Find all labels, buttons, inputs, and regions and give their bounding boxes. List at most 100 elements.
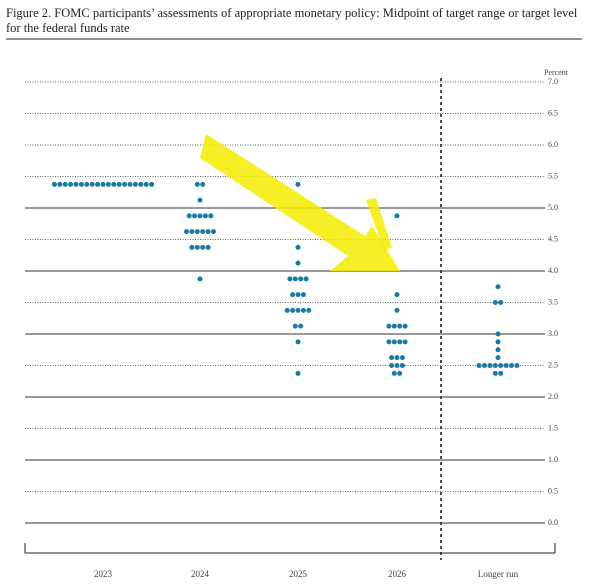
dot <box>495 284 501 290</box>
dot <box>295 307 301 313</box>
dot <box>73 181 79 187</box>
dot <box>197 197 203 203</box>
dot <box>503 363 509 368</box>
dot <box>487 363 493 368</box>
dot <box>284 307 290 313</box>
dot <box>292 323 298 329</box>
dot <box>138 181 144 187</box>
y-tick-label: 1.0 <box>548 455 558 464</box>
dot <box>200 229 206 235</box>
dot <box>200 244 206 250</box>
x-tick-label: 2025 <box>289 569 308 579</box>
dot <box>51 181 57 187</box>
y-tick-label: 6.0 <box>548 140 558 149</box>
dot <box>68 181 74 187</box>
dot <box>200 181 206 187</box>
y-tick-label: 7.0 <box>548 77 558 86</box>
y-tick-label: 6.5 <box>548 108 558 117</box>
dot <box>386 323 392 329</box>
dot <box>295 244 301 250</box>
dot <box>394 363 400 368</box>
y-tick-label: 4.5 <box>548 234 558 243</box>
y-tick-label: 2.5 <box>548 360 558 369</box>
highlight-arrow <box>200 134 400 271</box>
dot <box>197 213 203 219</box>
dot <box>205 244 211 250</box>
dot <box>476 363 482 368</box>
y-tick-label: 4.0 <box>548 266 558 275</box>
dot <box>194 181 200 187</box>
dot <box>84 181 90 187</box>
x-tick-label: 2026 <box>388 569 407 579</box>
dot <box>295 292 301 298</box>
dot <box>492 300 498 305</box>
dot <box>127 181 133 187</box>
dot <box>394 213 400 219</box>
dot <box>389 355 395 361</box>
dot <box>194 229 200 235</box>
dot <box>495 355 501 361</box>
dot <box>149 181 155 187</box>
dot <box>189 244 195 250</box>
dot <box>100 181 106 187</box>
dot <box>397 323 403 329</box>
dot <box>295 181 301 187</box>
dot <box>290 307 296 313</box>
dot <box>498 363 504 368</box>
y-tick-label: 0.0 <box>548 518 558 527</box>
dot <box>397 339 403 345</box>
dot <box>295 339 301 345</box>
dot <box>184 229 189 235</box>
y-tick-label: 1.5 <box>548 423 558 432</box>
dot <box>394 307 400 313</box>
dot <box>192 213 198 219</box>
dot <box>111 181 117 187</box>
dot <box>386 339 392 345</box>
dot <box>298 276 304 282</box>
dot <box>116 181 122 187</box>
dot <box>202 213 208 219</box>
dot <box>143 181 149 187</box>
dot <box>394 355 400 361</box>
dot <box>300 307 306 313</box>
dot <box>290 292 296 298</box>
dot <box>89 181 95 187</box>
dot <box>498 300 504 305</box>
dot <box>122 181 128 187</box>
y-tick-label: 2.0 <box>548 392 558 401</box>
dot <box>498 370 504 376</box>
dot <box>205 229 211 235</box>
y-tick-label: 0.5 <box>548 486 558 495</box>
dot <box>189 229 195 235</box>
dot <box>402 339 408 345</box>
y-axis-label: Percent <box>544 68 569 77</box>
dot <box>295 370 301 376</box>
dot <box>287 276 293 282</box>
dot <box>197 276 203 282</box>
dot <box>492 370 498 376</box>
dot <box>292 276 298 282</box>
dot <box>208 213 214 219</box>
dot <box>211 229 216 235</box>
dot <box>105 181 111 187</box>
x-tick-label: 2024 <box>191 569 210 579</box>
dot <box>399 363 405 368</box>
dot <box>482 363 487 368</box>
dot <box>394 292 400 298</box>
plot: 0.0 0.5 1.0 1.5 2.0 2.5 3.0 3.5 4.0 4.5 5.0 5.5 6.0 6… <box>25 77 558 579</box>
dot <box>514 363 520 368</box>
dot <box>62 181 68 187</box>
dot <box>95 181 101 187</box>
dot <box>303 276 309 282</box>
chart-title: Figure 2. FOMC participants’ assessments… <box>6 6 578 35</box>
dot <box>194 244 200 250</box>
dot <box>397 370 403 376</box>
dot <box>509 363 514 368</box>
dot <box>495 347 501 353</box>
highlight-arrow <box>366 198 392 250</box>
dot <box>298 323 304 329</box>
dot <box>306 307 312 313</box>
dot <box>399 355 405 361</box>
dot <box>186 213 192 219</box>
